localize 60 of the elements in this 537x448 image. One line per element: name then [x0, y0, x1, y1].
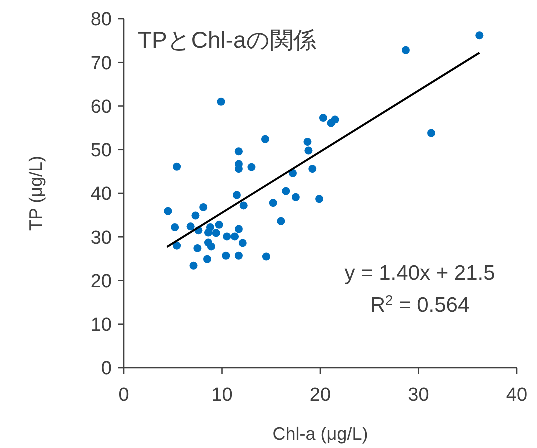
point	[234, 148, 243, 156]
point	[200, 203, 208, 212]
y-tick-label: 70	[90, 53, 112, 74]
point	[204, 255, 212, 264]
y-tick-label: 50	[90, 140, 112, 162]
point	[234, 225, 243, 234]
point	[164, 207, 172, 216]
point	[234, 252, 243, 260]
point	[212, 229, 220, 238]
point	[240, 202, 248, 210]
point	[238, 239, 247, 248]
point	[277, 217, 286, 226]
point	[173, 162, 182, 171]
point	[171, 224, 180, 232]
y-tick-label: 10	[90, 315, 112, 336]
point	[288, 169, 297, 178]
point	[173, 242, 182, 250]
point	[232, 191, 241, 200]
point	[319, 114, 328, 122]
x-tick-label: 40	[506, 385, 528, 406]
point	[186, 222, 195, 231]
point	[304, 146, 313, 155]
point	[428, 129, 436, 138]
point	[316, 195, 324, 204]
x-axis-title: Chl-a (μg/L)	[272, 424, 368, 444]
point	[331, 116, 340, 124]
point	[282, 187, 290, 196]
point	[222, 252, 230, 260]
point	[304, 138, 312, 146]
y-axis-title: TP (μg/L)	[26, 156, 46, 232]
point	[217, 98, 226, 106]
x-tick-label: 10	[212, 385, 233, 406]
point	[207, 242, 216, 251]
annotation: R$^{2}$ = 0.564	[370, 292, 470, 317]
point	[190, 262, 198, 270]
point	[204, 228, 212, 237]
point	[223, 232, 232, 241]
x-tick-label: 0	[118, 385, 130, 406]
point	[194, 244, 202, 252]
y-tick-label: 40	[90, 184, 112, 206]
point	[261, 135, 270, 144]
point	[292, 193, 300, 202]
y-tick-label: 60	[90, 96, 112, 118]
point	[402, 46, 410, 54]
point	[215, 220, 224, 229]
y-tick-label: 20	[90, 271, 112, 292]
point	[231, 232, 240, 241]
point	[192, 212, 200, 220]
point	[248, 163, 256, 172]
point	[269, 199, 278, 208]
point	[262, 252, 270, 261]
chart-title: TPとChl-aの関係	[138, 27, 316, 53]
y-tick-label: 30	[90, 228, 112, 249]
y-tick-label: 80	[90, 10, 112, 31]
x-tick-label: 30	[408, 385, 430, 406]
x-tick-label: 20	[310, 385, 332, 406]
y-tick-label: 0	[101, 358, 112, 380]
point	[308, 165, 317, 174]
point	[476, 32, 484, 40]
annotation: y = 1.40x + 21.5	[344, 262, 496, 285]
